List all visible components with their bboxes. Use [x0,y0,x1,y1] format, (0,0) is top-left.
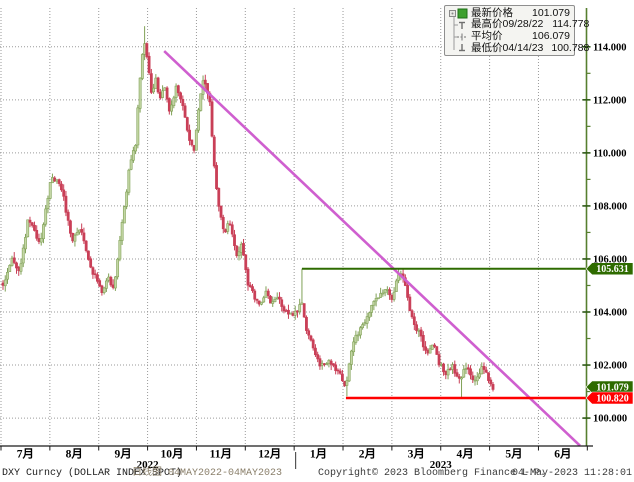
x-axis-month-label: 9月 [114,448,131,461]
price-axis: 100.000 102.000 104.000 106.000 108.000 110.0… [582,8,627,446]
downtrend-line[interactable] [163,50,581,447]
x-axis-month-label: 11月 [210,448,232,461]
y-axis-tick-label: 102.000 [593,361,627,372]
copyright-label: Copyright© 2023 Bloomberg Finance L.P. [318,468,547,479]
support-price-flag: 100.820 [585,391,634,405]
legend-row-average: 平均价 106.079 [471,31,570,42]
datetime-label: 04-May-2023 11:28:01 [511,468,632,479]
last-price-flag: 101.079 [585,380,634,394]
candle-series [1,26,495,398]
legend-value: 100.788 [551,41,590,54]
last-price-square-icon [457,8,468,19]
legend-box[interactable]: 最新价格 101.079 最高价 09/28/22 114.778 平均价 10… [444,5,589,56]
status-bar: DXY Curncy (DOLLAR INDEX SPOT) 日线图 04MAY… [0,467,634,482]
y-axis-tick-label: 114.000 [593,42,627,53]
svg-text:101.079: 101.079 [596,383,629,394]
x-axis-month-label: 4月 [457,448,474,461]
x-axis-month-label: 3月 [408,448,425,461]
x-axis-month-label: 10月 [160,448,183,461]
x-axis-month-label: 6月 [554,448,571,461]
x-axis-month-label: 12月 [258,448,281,461]
legend-row-last: 最新价格 101.079 [471,8,570,19]
x-axis-month-label: 7月 [17,448,34,461]
legend-label: 最低价 [471,41,503,54]
average-price-icon [457,33,467,41]
x-axis-month-label: 2月 [359,448,376,461]
legend-label: 最新价格 [471,6,513,19]
x-axis-month-label: 5月 [505,448,522,461]
legend-row-high: 最高价 09/28/22 114.778 [471,18,589,31]
x-axis-year-label: 2023 [430,459,453,471]
x-axis-month-label: 8月 [66,448,83,461]
legend-value: 101.079 [532,6,570,19]
x-axis-month-label: 1月 [310,448,327,461]
ticker-label: DXY Curncy (DOLLAR INDEX SPOT) [2,468,183,479]
y-axis-tick-label: 104.000 [593,308,627,319]
svg-text:100.820: 100.820 [596,394,629,405]
grid-lines [0,8,586,446]
legend-date: 04/14/23 [502,41,544,54]
x-axis-year-label: 2022 [137,459,160,471]
y-axis-tick-label: 110.000 [593,148,627,159]
legend-row-low: 最低价 04/14/23 100.788 [471,41,589,54]
y-axis-tick-label: 108.000 [593,201,627,212]
legend-date: 09/28/22 [502,18,544,31]
legend-value: 106.079 [532,30,570,43]
legend-label: 平均价 [471,30,503,43]
period-label: 日线图 04MAY2022-04MAY2023 [132,468,283,479]
high-price-icon [459,21,465,29]
resistance-price-flag: 105.631 [585,262,634,275]
y-axis-tick-label: 106.000 [593,254,627,265]
y-axis-tick-label: 100.000 [593,414,627,425]
y-axis-tick-label: 112.000 [593,95,627,106]
legend-label: 最高价 [471,18,503,31]
time-axis: 7月 8月 9月 10月 11月 12月 1月 2月 3月 4月 5月 6月 2022 2023 [0,445,593,471]
svg-text:105.631: 105.631 [596,264,629,275]
legend-marker-rail [449,8,468,52]
legend-value: 114.778 [552,18,590,31]
low-price-icon [459,44,465,52]
